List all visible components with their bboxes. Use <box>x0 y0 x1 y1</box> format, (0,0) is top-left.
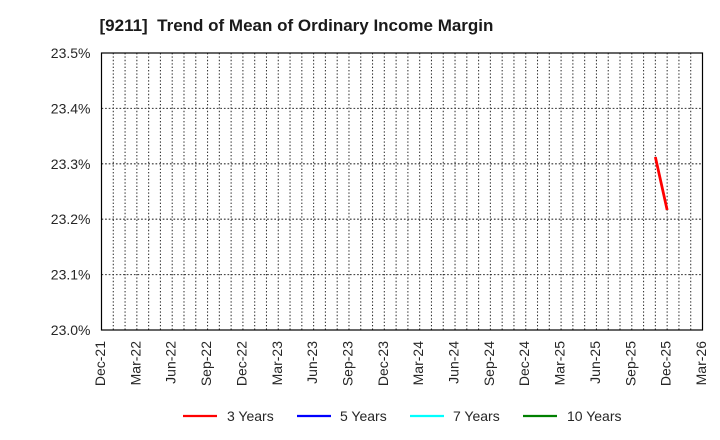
svg-text:5 Years: 5 Years <box>340 408 387 424</box>
svg-text:3 Years: 3 Years <box>227 408 274 424</box>
svg-text:23.2%: 23.2% <box>51 211 91 227</box>
svg-text:Dec-21: Dec-21 <box>92 341 108 386</box>
svg-text:10 Years: 10 Years <box>567 408 622 424</box>
svg-text:23.4%: 23.4% <box>51 100 91 116</box>
svg-text:Dec-23: Dec-23 <box>375 341 391 386</box>
svg-text:Mar-25: Mar-25 <box>552 341 568 386</box>
svg-text:Mar-24: Mar-24 <box>410 341 426 386</box>
svg-text:Jun-22: Jun-22 <box>163 341 179 384</box>
svg-text:23.0%: 23.0% <box>51 322 91 338</box>
svg-text:Sep-23: Sep-23 <box>339 341 355 386</box>
svg-text:Dec-25: Dec-25 <box>658 341 674 386</box>
svg-text:Sep-22: Sep-22 <box>198 341 214 386</box>
svg-text:Dec-22: Dec-22 <box>233 341 249 386</box>
svg-text:7 Years: 7 Years <box>453 408 500 424</box>
svg-text:Mar-23: Mar-23 <box>269 341 285 386</box>
svg-text:Mar-22: Mar-22 <box>127 341 143 386</box>
svg-text:Mar-26: Mar-26 <box>693 341 709 386</box>
svg-text:23.5%: 23.5% <box>51 45 91 61</box>
svg-text:Jun-23: Jun-23 <box>304 341 320 384</box>
svg-text:Sep-25: Sep-25 <box>622 341 638 386</box>
svg-text:Dec-24: Dec-24 <box>516 341 532 386</box>
svg-text:Sep-24: Sep-24 <box>481 341 497 386</box>
svg-text:Jun-24: Jun-24 <box>446 341 462 384</box>
svg-text:[9211] Trend of Mean of Ordin: [9211] Trend of Mean of Ordinary Income … <box>100 16 494 35</box>
svg-text:23.3%: 23.3% <box>51 156 91 172</box>
svg-text:Jun-25: Jun-25 <box>587 341 603 384</box>
svg-text:23.1%: 23.1% <box>51 267 91 283</box>
